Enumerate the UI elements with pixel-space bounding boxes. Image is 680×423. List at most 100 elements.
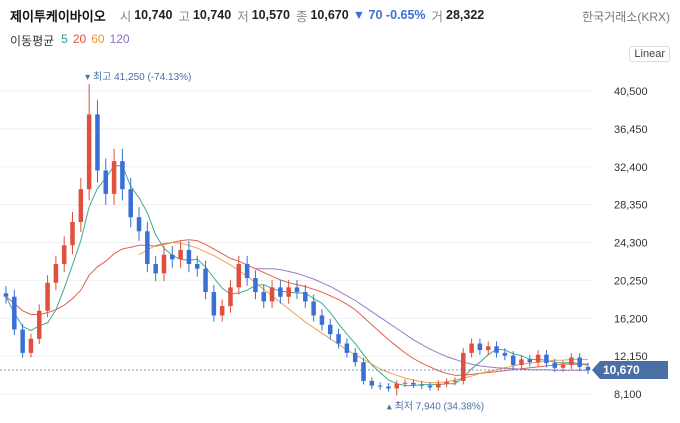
candle-body <box>352 352 358 363</box>
candles <box>3 83 591 396</box>
moving-average-lines <box>5 165 589 387</box>
candle-body <box>53 264 59 283</box>
candle-body <box>452 380 458 382</box>
low-value: 10,570 <box>251 8 290 22</box>
candle-body <box>111 161 117 194</box>
volume-value: 28,322 <box>446 8 485 22</box>
y-tick-label: 8,100 <box>614 389 642 401</box>
moving-average-legend: 이동평균 5 20 60 120 <box>10 32 130 49</box>
volume-label: 거 <box>431 9 444 24</box>
candle-body <box>519 359 524 366</box>
ma-60-label[interactable]: 60 <box>91 32 105 46</box>
stock-name: 제이투케이바이오 <box>10 8 106 24</box>
candle-body <box>294 287 300 293</box>
quote-header: 제이투케이바이오 시 10,740 고 10,740 저 10,570 종 10… <box>10 6 484 24</box>
price-tag-label: 10,670 <box>603 363 640 377</box>
candle-body <box>469 343 474 353</box>
candle-body <box>12 296 17 330</box>
candle-body <box>20 329 25 353</box>
scale-toggle[interactable]: Linear <box>629 46 670 62</box>
open-label: 시 <box>119 9 132 24</box>
candle-body <box>535 354 541 363</box>
candle-body <box>211 292 217 316</box>
candle-body <box>461 352 466 381</box>
close-label: 종 <box>295 9 308 24</box>
candle-body <box>128 189 133 218</box>
candle-body <box>194 264 200 269</box>
high-label: 고 <box>178 9 190 24</box>
y-tick-label: 12,150 <box>614 351 648 363</box>
candle-body <box>386 386 391 389</box>
candle-body <box>28 338 34 353</box>
candle-body <box>494 346 499 353</box>
candle-body <box>78 189 84 222</box>
candle-body <box>361 362 366 381</box>
candle-body <box>186 249 192 265</box>
exchange-label: 한국거래소(KRX) <box>582 10 670 24</box>
close-value: 10,670 <box>310 8 349 22</box>
candle-body <box>120 161 125 190</box>
candle-body <box>560 365 566 368</box>
candle-body <box>502 352 508 356</box>
candle-body <box>477 343 483 351</box>
candle-body <box>219 306 225 316</box>
candle-body <box>253 278 258 293</box>
candle-body <box>228 287 233 307</box>
candle-body <box>170 254 175 260</box>
candle-body <box>203 268 208 293</box>
candle-body <box>86 114 92 190</box>
candle-body <box>153 264 158 274</box>
candle-body <box>161 254 167 274</box>
candle-body <box>394 383 400 389</box>
candle-body <box>319 315 325 325</box>
open-value: 10,740 <box>134 8 173 22</box>
candle-body <box>552 363 557 368</box>
candle-body <box>444 381 449 384</box>
candle-body <box>485 346 491 351</box>
candle-body <box>45 282 50 311</box>
high-annotation: ▾ 최고 41,250 (-74.13%) <box>85 71 191 83</box>
candle-body <box>419 384 424 386</box>
candle-body <box>544 354 549 364</box>
candle-body <box>527 359 533 363</box>
candle-body <box>402 382 408 384</box>
candle-body <box>436 383 441 388</box>
ma-legend-title: 이동평균 <box>10 34 55 48</box>
candle-body <box>103 170 109 194</box>
change-value: ▼ 70 -0.65% <box>352 8 426 22</box>
candle-body <box>95 114 100 171</box>
candle-body <box>369 380 375 386</box>
candle-body <box>178 249 183 260</box>
ma-20-line <box>5 239 588 376</box>
y-tick-label: 16,200 <box>614 313 648 325</box>
y-tick-label: 24,300 <box>614 238 648 250</box>
ma-5-label[interactable]: 5 <box>61 32 68 46</box>
price-tag <box>592 360 668 379</box>
low-annotation: ▴ 최저 7,940 (34.38%) <box>387 400 484 412</box>
candle-body <box>577 357 582 367</box>
candle-body <box>585 366 591 370</box>
candle-body <box>427 385 433 388</box>
candle-body <box>510 355 516 366</box>
candle-body <box>37 310 42 339</box>
y-tick-label: 40,500 <box>614 86 648 98</box>
chart-annotations: ▾ 최고 41,250 (-74.13%) ▴ 최저 7,940 (34.38%)… <box>0 71 668 412</box>
candle-body <box>569 357 574 366</box>
candle-body <box>3 293 9 297</box>
candle-body <box>244 264 250 279</box>
candle-body <box>261 292 266 302</box>
y-tick-label: 32,400 <box>614 162 648 174</box>
candle-body <box>336 334 341 344</box>
candle-body <box>70 221 75 246</box>
candle-body <box>145 231 150 265</box>
ma-20-label[interactable]: 20 <box>72 32 87 46</box>
high-value: 10,740 <box>192 8 232 22</box>
y-tick-label: 36,450 <box>614 124 648 136</box>
candle-body <box>411 382 416 385</box>
price-axis: 40,500 36,450 32,400 28,350 24,300 20,250 16,2… <box>614 86 648 401</box>
candle-body <box>344 343 350 353</box>
y-tick-label: 20,250 <box>614 275 648 287</box>
ma-120-label[interactable]: 120 <box>109 32 130 46</box>
candle-body <box>269 287 275 302</box>
